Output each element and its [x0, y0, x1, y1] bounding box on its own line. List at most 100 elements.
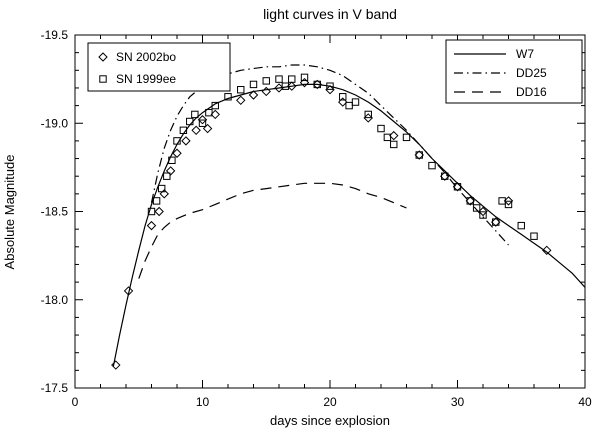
y-tick-label: -18.0 [41, 293, 69, 307]
point-diamond [191, 125, 201, 136]
point-square [479, 211, 487, 219]
point-diamond [542, 245, 552, 256]
observation-points [111, 73, 552, 370]
y-axis-label: Absolute Magnitude [2, 155, 17, 270]
curve-DD16 [138, 182, 407, 279]
point-diamond [363, 113, 373, 123]
point-diamond [452, 182, 463, 192]
point-diamond [236, 95, 246, 106]
legend-marker-diamond [98, 52, 108, 62]
point-diamond [287, 81, 297, 91]
point-square [383, 133, 392, 142]
legend-box [445, 39, 583, 104]
point-square [275, 75, 283, 83]
point-diamond [503, 196, 514, 206]
point-square [152, 197, 161, 205]
x-tick-label: 10 [196, 395, 210, 409]
point-diamond [465, 196, 475, 206]
point-square [504, 200, 513, 209]
legend-label: W7 [516, 47, 534, 61]
point-diamond [440, 171, 450, 181]
axes: 0 10 20 30 40 -19.5 -19.0 -18.5 -18.0 -17.5 [41, 28, 592, 409]
point-diamond [478, 206, 488, 217]
point-diamond [111, 360, 121, 370]
point-square [262, 77, 270, 85]
point-square [224, 93, 232, 101]
point-square [402, 133, 411, 142]
point-square [466, 197, 474, 205]
point-square [281, 82, 290, 90]
point-square [472, 204, 481, 212]
model-curves [112, 64, 586, 367]
point-diamond [274, 83, 284, 93]
legend-marker-square [99, 75, 107, 83]
point-diamond [261, 86, 271, 97]
legend-models: W7 DD25 DD16 [445, 39, 583, 104]
legend-label: SN 1999ee [116, 72, 176, 86]
point-diamond [491, 217, 501, 227]
point-square [173, 137, 181, 145]
legend-label: DD16 [516, 85, 547, 99]
point-square [186, 117, 194, 126]
point-square [364, 110, 372, 119]
point-square [345, 101, 353, 110]
point-square [168, 156, 176, 165]
point-square [249, 80, 258, 89]
point-diamond [389, 130, 399, 141]
legend-label: SN 2002bo [116, 50, 176, 64]
x-tick-label: 40 [578, 395, 592, 409]
point-diamond [123, 286, 134, 296]
point-square [163, 172, 171, 180]
x-tick-label: 20 [323, 395, 337, 409]
point-square [351, 98, 360, 106]
point-square [492, 218, 500, 226]
point-diamond [338, 97, 348, 107]
point-diamond [210, 109, 220, 120]
x-tick-label: 30 [451, 395, 465, 409]
point-square [147, 207, 156, 216]
point-square [326, 82, 334, 90]
curve-W7 [112, 83, 586, 367]
point-square [288, 75, 296, 83]
point-square [313, 80, 321, 89]
x-axis-label: days since explosion [270, 413, 390, 428]
point-diamond [325, 85, 335, 95]
point-square [441, 172, 449, 180]
point-diamond [165, 166, 176, 176]
point-diamond [159, 189, 169, 199]
point-square [300, 73, 309, 82]
y-tick-label: -17.5 [41, 381, 69, 395]
point-square [158, 184, 166, 193]
point-square [517, 221, 525, 230]
point-square [179, 126, 188, 135]
point-square [530, 232, 538, 240]
point-diamond [248, 90, 259, 100]
y-tick-label: -18.5 [41, 205, 69, 219]
point-square [191, 110, 199, 119]
point-square [390, 140, 398, 149]
point-square [453, 183, 462, 191]
legend-observations: SN 2002bo SN 1999ee [87, 42, 231, 92]
point-square [211, 101, 219, 110]
curve-DD25 [150, 64, 509, 246]
y-tick-label: -19.0 [41, 116, 69, 130]
point-square [428, 161, 436, 170]
chart-title: light curves in V band [263, 6, 397, 22]
x-tick-label: 0 [72, 395, 79, 409]
point-diamond [181, 136, 191, 146]
point-diamond [146, 220, 157, 231]
point-diamond [154, 206, 164, 217]
point-square [237, 86, 245, 94]
point-diamond [312, 79, 322, 90]
point-square [339, 93, 347, 101]
point-diamond [172, 148, 182, 158]
point-square [205, 108, 213, 117]
y-tick-label: -19.5 [41, 28, 69, 42]
point-diamond [299, 77, 310, 88]
point-square [415, 151, 423, 159]
point-diamond [202, 123, 213, 134]
point-square [377, 124, 385, 133]
point-diamond [414, 150, 424, 160]
